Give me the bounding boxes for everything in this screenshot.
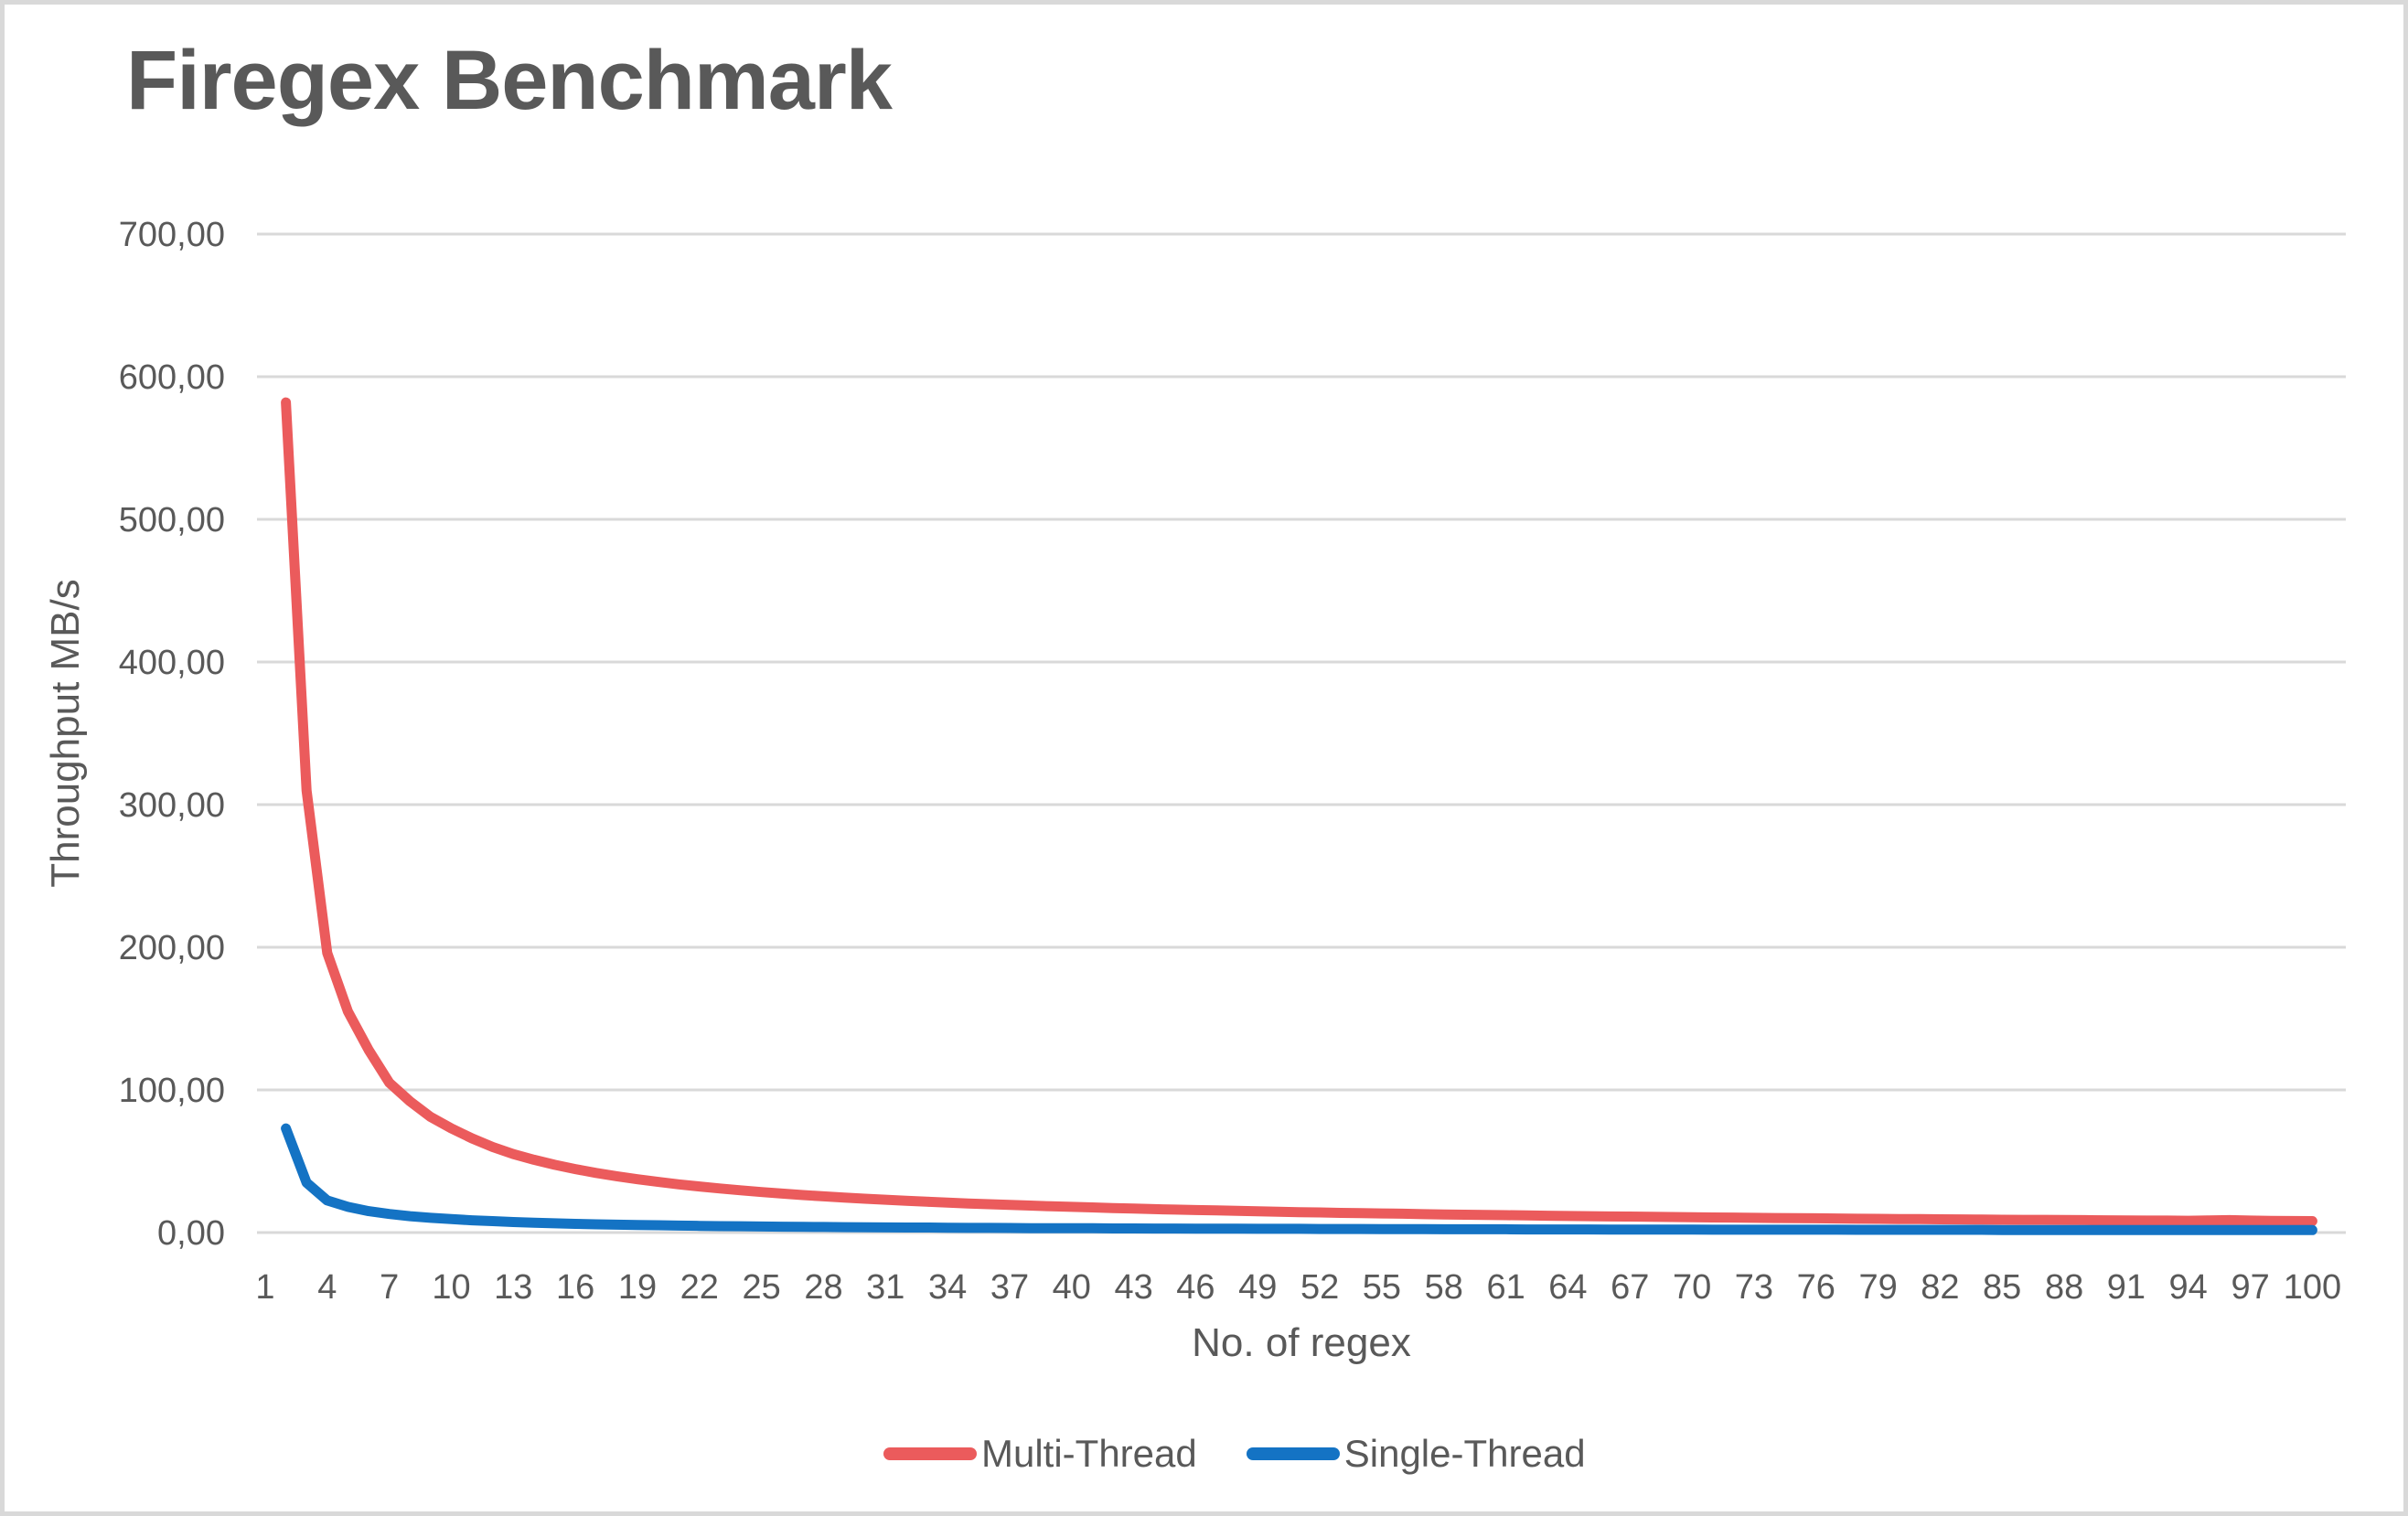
x-tick-label: 61 xyxy=(1486,1268,1525,1307)
x-tick-label: 40 xyxy=(1053,1268,1091,1307)
x-tick-label: 100 xyxy=(2284,1268,2341,1307)
x-tick-label: 7 xyxy=(380,1268,399,1307)
x-tick-label: 10 xyxy=(432,1268,470,1307)
legend-item-multi-thread: Multi-Thread xyxy=(883,1432,1197,1476)
x-tick-label: 31 xyxy=(866,1268,904,1307)
x-tick-label: 91 xyxy=(2107,1268,2146,1307)
series-line-single-thread xyxy=(281,1123,2317,1235)
x-tick-label: 37 xyxy=(990,1268,1029,1307)
x-tick-label: 16 xyxy=(556,1268,594,1307)
legend-label-multi-thread: Multi-Thread xyxy=(981,1432,1197,1475)
x-tick-label: 79 xyxy=(1858,1268,1897,1307)
y-tick-label: 500,00 xyxy=(119,501,225,539)
x-tick-label: 67 xyxy=(1611,1268,1649,1307)
x-tick-label: 13 xyxy=(494,1268,532,1307)
y-tick-label: 600,00 xyxy=(119,358,225,397)
legend: Multi-Thread Single-Thread xyxy=(883,1432,1586,1476)
x-tick-label: 28 xyxy=(804,1268,842,1307)
legend-swatch-multi-thread-icon xyxy=(883,1447,977,1460)
series-line-multi-thread xyxy=(281,397,2317,1226)
y-tick-label: 700,00 xyxy=(119,216,225,254)
chart-title: Firegex Benchmark xyxy=(126,34,893,127)
x-tick-label: 70 xyxy=(1673,1268,1711,1307)
x-axis-title: No. of regex xyxy=(1192,1320,1411,1365)
y-tick-label: 200,00 xyxy=(119,929,225,967)
x-tick-label: 19 xyxy=(618,1268,657,1307)
legend-item-single-thread: Single-Thread xyxy=(1246,1432,1586,1476)
y-tick-label: 300,00 xyxy=(119,786,225,825)
x-tick-label: 4 xyxy=(317,1268,337,1307)
y-tick-label: 100,00 xyxy=(119,1072,225,1110)
x-tick-label: 1 xyxy=(255,1268,274,1307)
x-tick-label: 49 xyxy=(1238,1268,1277,1307)
y-tick-label: 400,00 xyxy=(119,644,225,682)
x-tick-label: 85 xyxy=(1983,1268,2021,1307)
x-tick-label: 82 xyxy=(1921,1268,1959,1307)
x-tick-label: 22 xyxy=(680,1268,719,1307)
legend-label-single-thread: Single-Thread xyxy=(1343,1432,1586,1475)
y-axis-title: Throughput MB/s xyxy=(43,579,88,888)
x-tick-label: 25 xyxy=(742,1268,780,1307)
x-tick-label: 76 xyxy=(1797,1268,1835,1307)
x-tick-label: 64 xyxy=(1548,1268,1587,1307)
x-tick-label: 58 xyxy=(1425,1268,1463,1307)
x-tick-label: 43 xyxy=(1114,1268,1152,1307)
x-tick-label: 55 xyxy=(1363,1268,1401,1307)
x-tick-label: 88 xyxy=(2045,1268,2083,1307)
x-tick-label: 46 xyxy=(1176,1268,1215,1307)
x-tick-label: 52 xyxy=(1300,1268,1339,1307)
x-tick-label: 34 xyxy=(928,1268,967,1307)
legend-swatch-single-thread-icon xyxy=(1246,1447,1340,1460)
x-tick-label: 94 xyxy=(2169,1268,2208,1307)
y-tick-label: 0,00 xyxy=(157,1214,225,1253)
x-tick-label: 97 xyxy=(2231,1268,2269,1307)
x-tick-label: 73 xyxy=(1735,1268,1773,1307)
